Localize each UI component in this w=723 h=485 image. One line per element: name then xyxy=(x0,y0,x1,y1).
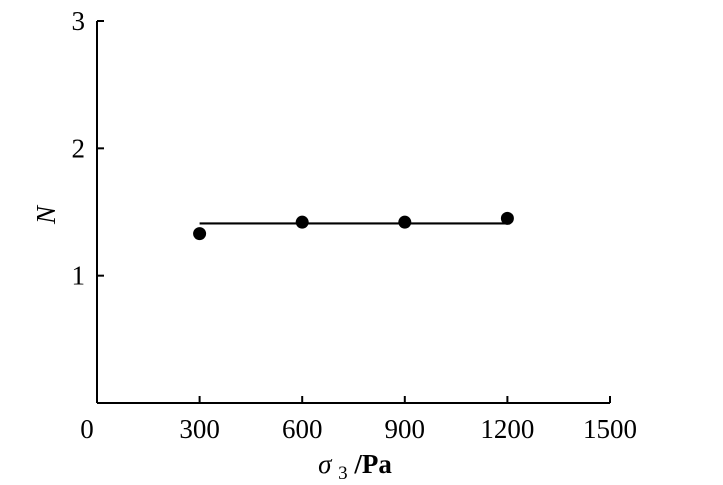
y-axis-title: N xyxy=(31,204,61,225)
data-point xyxy=(193,227,207,241)
x-tick-label: 1500 xyxy=(583,414,637,444)
x-tick-label: 900 xyxy=(385,414,426,444)
x-tick-label: 1200 xyxy=(480,414,534,444)
y-tick-label: 1 xyxy=(72,261,86,291)
x-axis-title-subscript: 3 xyxy=(338,463,348,484)
y-ticks: 1 2 3 xyxy=(72,6,104,291)
data-point xyxy=(295,215,309,229)
x-ticks: 0 300 600 900 1200 1500 xyxy=(80,396,637,444)
x-tick-label: 600 xyxy=(282,414,323,444)
x-tick-label: 300 xyxy=(179,414,220,444)
axes xyxy=(96,21,610,404)
x-tick-label: 0 xyxy=(80,414,94,444)
data-point xyxy=(500,211,514,225)
x-axis-title: σ 3 /Pa xyxy=(318,449,392,485)
x-axis-title-symbol: σ xyxy=(318,449,333,479)
x-axis-title-unit: /Pa xyxy=(353,449,392,479)
y-tick-label: 2 xyxy=(72,133,86,163)
data-point xyxy=(398,215,412,229)
series-layer xyxy=(193,211,514,241)
y-tick-label: 3 xyxy=(72,6,86,36)
